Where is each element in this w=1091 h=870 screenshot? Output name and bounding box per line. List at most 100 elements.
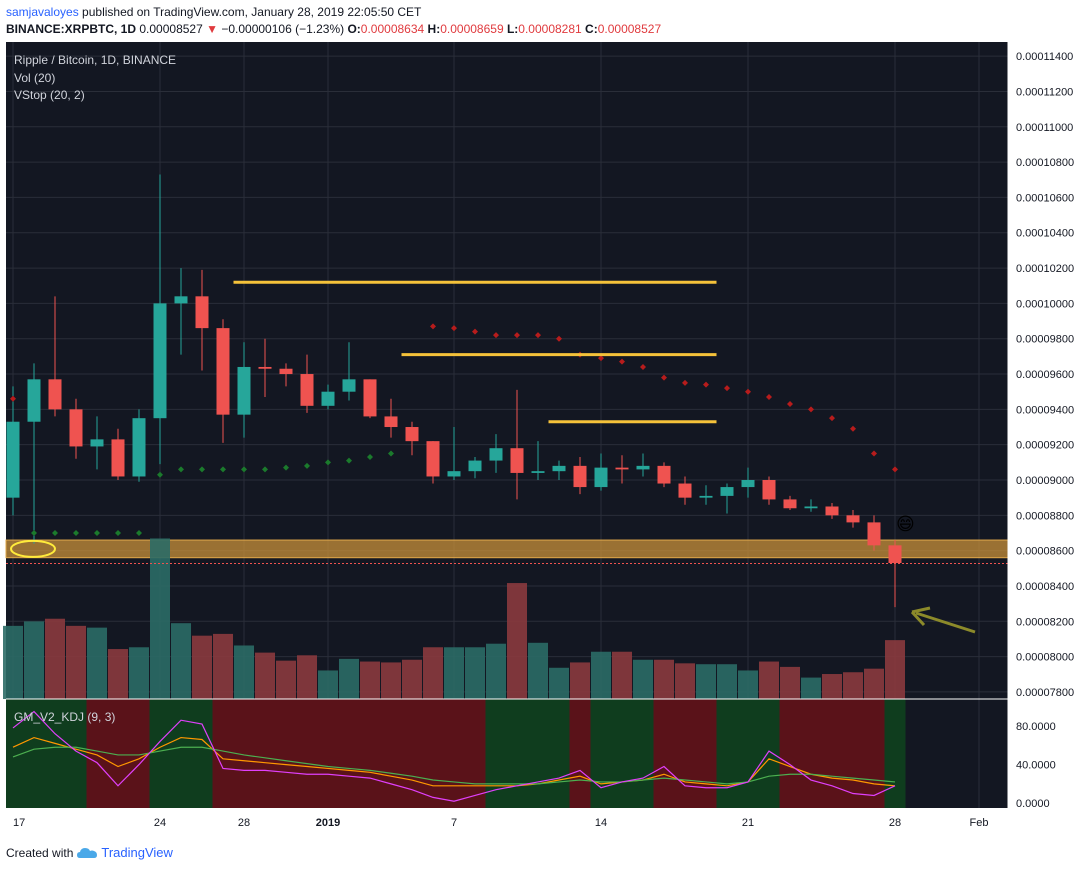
vstop-dot xyxy=(661,374,667,381)
volume-bar xyxy=(171,623,191,699)
vstop-dot xyxy=(262,466,268,473)
volume-bar xyxy=(528,642,548,699)
vstop-dots xyxy=(10,323,898,536)
kdj-tick-label: 0.0000 xyxy=(1016,798,1050,810)
volume-bar xyxy=(129,647,149,699)
volume-bar xyxy=(297,655,317,699)
candle-body xyxy=(174,296,188,304)
vstop-dot xyxy=(10,395,16,402)
open-label: O: xyxy=(347,22,361,36)
volume-bar xyxy=(360,661,380,699)
vstop-dot xyxy=(787,401,793,408)
price-axis xyxy=(1008,42,1083,832)
high-label: H: xyxy=(427,22,441,36)
candle-body xyxy=(237,366,251,415)
vstop-dot xyxy=(871,450,877,457)
volume-bar xyxy=(318,670,338,699)
volume-bar xyxy=(822,674,842,699)
candle-body xyxy=(762,480,776,500)
arrow-shaft xyxy=(915,611,976,634)
legend-vol: Vol (20) xyxy=(14,71,55,85)
close-value: 0.00008527 xyxy=(597,22,662,36)
price-tick-label: 0.00011000 xyxy=(1016,122,1073,134)
vstop-dot xyxy=(94,529,100,536)
volume-bar xyxy=(486,643,506,699)
vstop-dot xyxy=(430,323,436,330)
volume-bar xyxy=(612,651,632,699)
footer: Created with TradingView xyxy=(6,845,173,860)
vstop-dot xyxy=(157,471,163,478)
volume-bar xyxy=(717,664,737,699)
price-chart[interactable]: 😄0.00008527 0.000114000.000112000.000110… xyxy=(0,42,1091,838)
vstop-dot xyxy=(892,466,898,473)
price-tick-label: 0.00007800 xyxy=(1016,687,1074,699)
vstop-dot xyxy=(724,385,730,392)
volume-bars xyxy=(3,538,905,699)
time-tick-label: Feb xyxy=(970,817,989,829)
volume-bar xyxy=(87,627,107,699)
open-value: 0.00008634 xyxy=(360,22,425,36)
volume-bar xyxy=(108,649,128,699)
price-tick-label: 0.00010600 xyxy=(1016,192,1074,204)
candle-body xyxy=(531,471,545,473)
time-tick-label: 28 xyxy=(889,817,901,829)
vstop-dot xyxy=(346,457,352,464)
candle-body xyxy=(111,439,125,477)
volume-bar xyxy=(801,677,821,699)
candle-body xyxy=(489,448,503,461)
price-tick-label: 0.00010200 xyxy=(1016,263,1074,275)
price-tick-label: 0.00011400 xyxy=(1016,51,1073,63)
volume-bar xyxy=(465,647,485,699)
candle-body xyxy=(447,471,461,477)
time-axis xyxy=(0,808,1083,832)
candle-body xyxy=(363,379,377,417)
candle-body xyxy=(342,379,356,392)
vstop-dot xyxy=(829,415,835,422)
kdj-band xyxy=(884,699,906,808)
volume-bar xyxy=(654,659,674,699)
down-arrow-icon: ▼ xyxy=(206,22,218,36)
publish-info: published on TradingView.com, January 28… xyxy=(82,5,422,19)
candle-body xyxy=(825,506,839,516)
volume-bar xyxy=(759,661,779,699)
volume-bar xyxy=(549,667,569,699)
price-tick-label: 0.00008200 xyxy=(1016,616,1074,628)
candle-body xyxy=(615,467,629,470)
quote-line: BINANCE:XRPBTC, 1D 0.00008527 ▼ −0.00000… xyxy=(6,22,661,36)
price-tick-label: 0.00009600 xyxy=(1016,369,1074,381)
time-tick-label: 17 xyxy=(13,817,25,829)
vstop-dot xyxy=(325,459,331,466)
candle-body xyxy=(384,416,398,428)
volume-bar xyxy=(234,645,254,699)
arrow-head xyxy=(910,606,931,627)
candle-body xyxy=(426,441,440,477)
time-tick-label: 7 xyxy=(451,817,457,829)
price-tick-label: 0.00009000 xyxy=(1016,475,1074,487)
vstop-dot xyxy=(766,393,772,400)
volume-bar xyxy=(381,662,401,699)
vstop-dot xyxy=(31,529,37,536)
volume-bar xyxy=(255,652,275,699)
vstop-dot xyxy=(388,450,394,457)
tradingview-link[interactable]: TradingView xyxy=(101,845,173,860)
kdj-tick-label: 80.0000 xyxy=(1016,721,1056,733)
time-tick-label: 28 xyxy=(238,817,250,829)
vstop-dot xyxy=(598,355,604,362)
candle-body xyxy=(6,421,20,498)
volume-bar xyxy=(276,660,296,699)
kdj-tick-label: 40.0000 xyxy=(1016,760,1056,772)
vstop-dot xyxy=(514,332,520,339)
volume-bar xyxy=(507,583,527,699)
publish-line: samjavaloyes published on TradingView.co… xyxy=(6,5,421,19)
candle-body xyxy=(90,439,104,447)
volume-bar xyxy=(3,625,23,699)
kdj-j-line xyxy=(12,710,896,802)
author-link[interactable]: samjavaloyes xyxy=(6,5,79,19)
time-tick-label: 21 xyxy=(742,817,754,829)
last-price: 0.00008527 xyxy=(139,22,203,36)
vstop-dot xyxy=(367,454,373,461)
volume-bar xyxy=(738,670,758,699)
vstop-dot xyxy=(682,379,688,386)
kdj-lines xyxy=(12,710,896,802)
tradingview-cloud-icon xyxy=(77,847,98,858)
